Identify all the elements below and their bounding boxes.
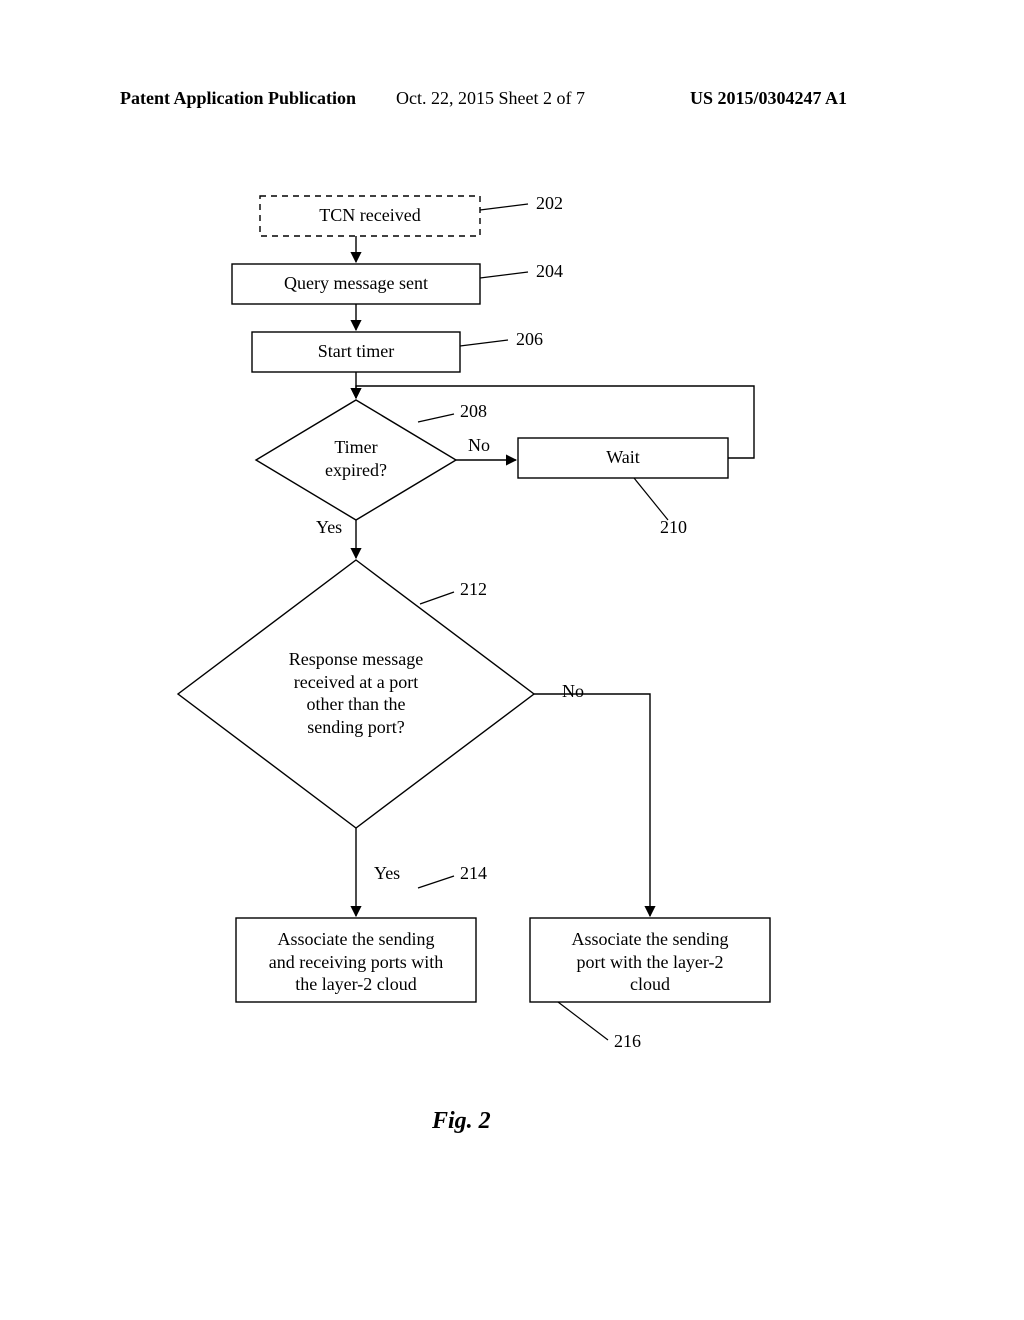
- node-query-sent: Query message sent: [232, 272, 480, 295]
- flowchart-svg: [0, 0, 1024, 1320]
- label-no-212: No: [562, 680, 584, 703]
- decision-response-received: Response messagereceived at a portother …: [256, 648, 456, 738]
- label-yes-208: Yes: [316, 516, 342, 539]
- ref-216: 216: [614, 1030, 641, 1053]
- figure-label: Fig. 2: [432, 1108, 491, 1135]
- ref-210: 210: [660, 516, 687, 539]
- node-tcn-received: TCN received: [260, 204, 480, 227]
- node-start-timer: Start timer: [252, 340, 460, 363]
- node-associate-both-ports: Associate the sendingand receiving ports…: [236, 928, 476, 996]
- page: Patent Application Publication Oct. 22, …: [0, 0, 1024, 1320]
- label-no-208: No: [468, 434, 490, 457]
- ref-202: 202: [536, 192, 563, 215]
- node-associate-sending-port: Associate the sendingport with the layer…: [530, 928, 770, 996]
- decision-timer-expired: Timerexpired?: [296, 436, 416, 481]
- node-wait: Wait: [518, 446, 728, 469]
- ref-204: 204: [536, 260, 563, 283]
- ref-214: 214: [460, 862, 487, 885]
- ref-208: 208: [460, 400, 487, 423]
- label-yes-212: Yes: [374, 862, 400, 885]
- ref-206: 206: [516, 328, 543, 351]
- ref-212: 212: [460, 578, 487, 601]
